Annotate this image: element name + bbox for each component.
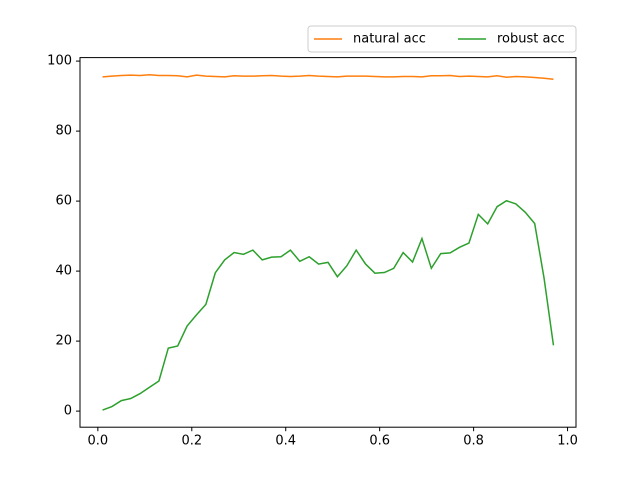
plot-frame xyxy=(79,57,577,428)
data-line xyxy=(102,199,555,411)
y-tick-label: 100 xyxy=(47,54,72,69)
legend-box xyxy=(307,25,577,53)
x-tick-label: 0.0 xyxy=(88,434,109,449)
y-tick-label: 20 xyxy=(55,334,72,349)
legend-label: robust acc xyxy=(497,32,565,47)
data-line xyxy=(102,73,554,81)
y-tick-label: 0 xyxy=(64,404,72,419)
legend-label: natural acc xyxy=(353,32,426,47)
x-tick-label: 0.4 xyxy=(275,434,296,449)
x-tick-label: 0.2 xyxy=(181,434,202,449)
x-tick-label: 0.8 xyxy=(463,434,484,449)
x-tick-label: 1.0 xyxy=(557,434,578,449)
y-tick-label: 40 xyxy=(55,264,72,279)
y-tick-label: 80 xyxy=(55,124,72,139)
y-tick-label: 60 xyxy=(55,194,72,209)
x-tick-label: 0.6 xyxy=(369,434,390,449)
